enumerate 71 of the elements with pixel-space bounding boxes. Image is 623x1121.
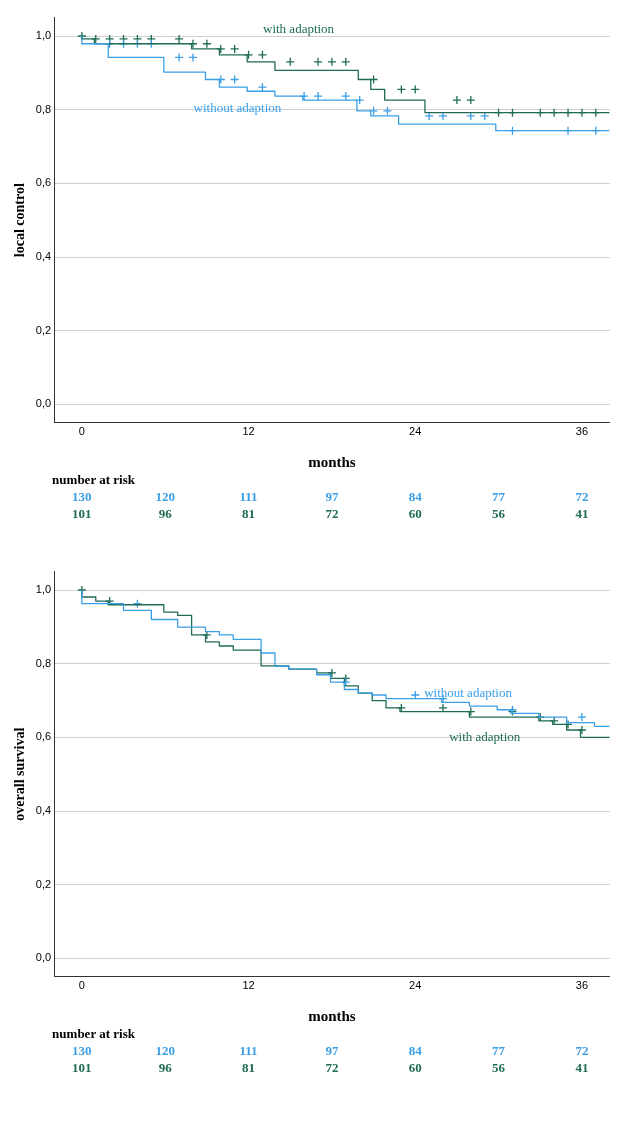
y-tick-label: 0,4 <box>35 250 52 263</box>
point <box>577 712 587 722</box>
point <box>466 95 476 105</box>
series-label: without adaption <box>193 100 282 116</box>
point <box>452 95 462 105</box>
point <box>188 52 198 63</box>
text: 56 <box>492 506 506 522</box>
y-tick-label: 0,0 <box>35 397 52 410</box>
text: 41 <box>575 1060 589 1076</box>
text: 101 <box>72 1060 92 1076</box>
y-tick-label: 1,0 <box>35 583 52 596</box>
x-tick-label: 12 <box>242 979 255 992</box>
text: 120 <box>155 489 175 505</box>
y-tick-label: 1,0 <box>35 29 52 42</box>
x-tick-label: 0 <box>78 425 85 438</box>
point <box>341 91 351 101</box>
point <box>202 39 212 49</box>
text: 77 <box>492 1043 506 1059</box>
y-tick-label: 0,4 <box>35 804 52 817</box>
point <box>313 57 323 67</box>
text: 111 <box>239 489 258 505</box>
series-label: without adaption <box>424 684 513 700</box>
x-axis-title: months <box>308 453 356 470</box>
text: 130 <box>72 1043 92 1059</box>
y-tick-label: 0,8 <box>35 102 52 115</box>
text: 41 <box>575 506 589 522</box>
x-tick-label: 24 <box>409 979 422 992</box>
text: number at risk <box>52 472 136 488</box>
text: 77 <box>492 489 506 505</box>
y-tick-label: 0,6 <box>35 730 52 743</box>
point <box>355 95 365 105</box>
y-axis-title: overall survival <box>12 727 28 821</box>
text: 56 <box>492 1060 506 1076</box>
y-axis-title: local control <box>12 183 28 258</box>
point <box>327 57 337 67</box>
text: 72 <box>325 1060 339 1076</box>
point <box>174 34 184 44</box>
text: 84 <box>408 1043 423 1059</box>
text: 81 <box>242 506 256 522</box>
text: 81 <box>242 1060 256 1076</box>
text: 97 <box>325 489 339 505</box>
y-tick-label: 0,2 <box>35 877 52 890</box>
text: 96 <box>158 1060 173 1076</box>
point <box>230 44 240 54</box>
text: 120 <box>155 1043 175 1059</box>
y-tick-label: 0,8 <box>35 656 52 669</box>
text: 60 <box>408 506 422 522</box>
x-tick-label: 36 <box>575 425 589 438</box>
x-tick-label: 12 <box>242 425 255 438</box>
text: 96 <box>158 506 173 522</box>
x-axis-title: months <box>308 1007 356 1024</box>
series-label: with adaption <box>262 21 335 37</box>
point <box>313 91 323 101</box>
text: number at risk <box>52 1026 136 1042</box>
text: 72 <box>575 1043 589 1059</box>
y-tick-label: 0,6 <box>35 176 52 189</box>
series-label: with adaption <box>449 729 521 745</box>
x-tick-label: 0 <box>78 979 85 992</box>
text: 84 <box>408 489 423 505</box>
y-tick-label: 0,2 <box>35 323 52 336</box>
text: 101 <box>72 506 92 522</box>
text: 72 <box>575 489 589 505</box>
x-tick-label: 36 <box>575 979 589 992</box>
text: 72 <box>325 506 339 522</box>
y-tick-label: 0,0 <box>35 951 52 964</box>
x-tick-label: 24 <box>409 425 422 438</box>
text: 130 <box>72 489 92 505</box>
text: 60 <box>408 1060 422 1076</box>
text: 111 <box>239 1043 258 1059</box>
point <box>174 52 184 63</box>
text: 97 <box>325 1043 339 1059</box>
